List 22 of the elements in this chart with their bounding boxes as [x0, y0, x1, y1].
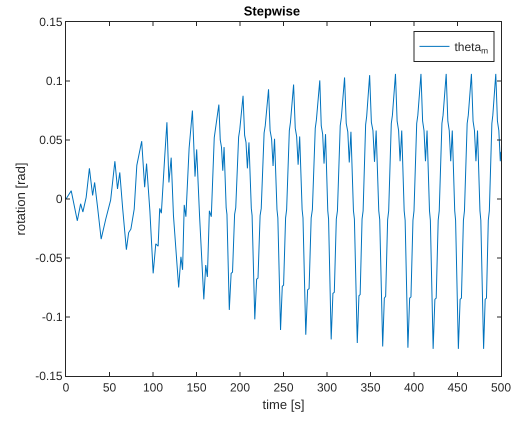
y-tick-label: 0: [56, 192, 63, 206]
chart-title: Stepwise: [244, 3, 300, 18]
x-tick-label: 50: [102, 380, 116, 394]
x-tick-label: 450: [447, 380, 468, 394]
y-tick-label: -0.1: [42, 310, 63, 324]
x-tick-label: 200: [230, 380, 250, 394]
x-tick-label: 400: [404, 380, 424, 394]
line-series: [66, 73, 501, 350]
x-tick-label: 250: [273, 380, 294, 394]
x-tick-label: 350: [360, 380, 381, 394]
x-tick-label: 150: [186, 380, 207, 394]
y-tick-label: 0.05: [39, 133, 63, 148]
x-tick-label: 500: [490, 380, 512, 394]
y-axis-title: rotation [rad]: [13, 162, 28, 236]
x-axis-title: time [s]: [262, 397, 304, 412]
x-tick-label: 100: [142, 380, 164, 394]
y-tick-label: 0.1: [46, 74, 63, 88]
x-tick-label: 300: [316, 380, 338, 394]
legend-label: theta$_{m}$: [454, 40, 488, 56]
y-tick-label: -0.15: [35, 369, 63, 384]
y-tick-label: -0.05: [35, 251, 63, 266]
y-tick-label: 0.15: [39, 15, 63, 30]
